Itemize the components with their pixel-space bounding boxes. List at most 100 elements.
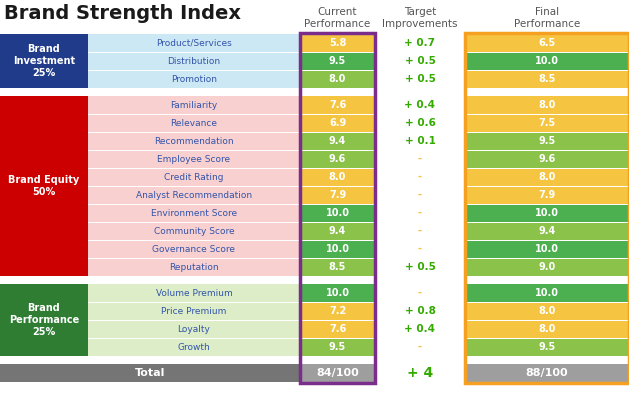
Bar	[88, 338, 300, 356]
Text: Price Premium: Price Premium	[161, 306, 226, 316]
Bar	[300, 70, 375, 88]
Text: 8.0: 8.0	[538, 100, 555, 110]
Text: Relevance: Relevance	[170, 119, 218, 128]
Text: 7.9: 7.9	[329, 190, 346, 200]
Text: + 0.7: + 0.7	[404, 38, 435, 48]
Bar	[465, 240, 629, 241]
Bar	[375, 320, 465, 338]
Bar	[465, 338, 629, 339]
Bar	[88, 258, 300, 259]
Bar	[300, 204, 375, 222]
Bar	[465, 302, 629, 320]
Bar	[465, 168, 629, 169]
Text: Distribution: Distribution	[167, 57, 221, 66]
Text: Target
Improvements: Target Improvements	[382, 7, 458, 29]
Text: Recommendation: Recommendation	[154, 137, 234, 145]
Text: Growth: Growth	[177, 342, 210, 351]
Bar	[465, 204, 629, 222]
Bar	[88, 320, 300, 338]
Bar	[465, 222, 629, 240]
Bar	[300, 96, 375, 114]
Bar	[300, 114, 375, 132]
Bar	[465, 320, 629, 338]
Bar	[300, 33, 375, 383]
Text: Promotion: Promotion	[171, 74, 217, 83]
Bar	[0, 364, 300, 382]
Bar	[465, 338, 629, 356]
Text: -: -	[418, 154, 422, 164]
Bar	[88, 302, 300, 320]
Text: 10.0: 10.0	[535, 244, 559, 254]
Bar	[300, 168, 375, 169]
Text: Brand Strength Index: Brand Strength Index	[4, 4, 241, 23]
Bar	[465, 222, 629, 223]
Bar	[300, 284, 375, 302]
Text: Reputation: Reputation	[169, 263, 219, 271]
Text: 8.0: 8.0	[538, 172, 555, 182]
Bar	[465, 114, 629, 115]
Text: Current
Performance: Current Performance	[304, 7, 370, 29]
Bar	[88, 222, 300, 223]
Bar	[88, 70, 300, 88]
Text: + 0.8: + 0.8	[404, 306, 435, 316]
Text: Loyalty: Loyalty	[177, 325, 211, 334]
Bar	[300, 132, 375, 150]
Text: 10.0: 10.0	[325, 208, 350, 218]
Text: + 0.5: + 0.5	[404, 74, 435, 84]
Text: Product/Services: Product/Services	[156, 38, 232, 47]
Bar	[465, 364, 629, 382]
Bar	[465, 302, 629, 303]
Bar	[465, 114, 629, 132]
Text: Employee Score: Employee Score	[157, 154, 231, 164]
Bar	[300, 34, 375, 52]
Bar	[465, 168, 629, 186]
Text: 10.0: 10.0	[535, 288, 559, 298]
Bar	[465, 132, 629, 150]
Bar	[375, 150, 465, 168]
Bar	[88, 320, 300, 321]
Bar	[0, 276, 629, 284]
Bar	[88, 150, 300, 151]
Bar	[465, 150, 629, 151]
Bar	[375, 222, 465, 240]
Bar	[465, 70, 629, 71]
Text: 8.5: 8.5	[329, 262, 346, 272]
Bar	[465, 52, 629, 70]
Text: + 0.4: + 0.4	[404, 324, 435, 334]
Bar	[88, 132, 300, 133]
Bar	[88, 222, 300, 240]
Text: -: -	[418, 226, 422, 236]
Text: 9.4: 9.4	[329, 136, 346, 146]
Text: 9.0: 9.0	[538, 262, 555, 272]
Bar	[300, 240, 375, 241]
Text: 5.8: 5.8	[329, 38, 346, 48]
Text: -: -	[418, 190, 422, 200]
Bar	[375, 132, 465, 150]
Text: 10.0: 10.0	[325, 288, 350, 298]
Text: Total: Total	[135, 368, 165, 378]
Bar	[465, 96, 629, 114]
Bar	[300, 222, 375, 240]
Bar	[88, 168, 300, 186]
Bar	[465, 150, 629, 168]
Text: Brand
Performance
25%: Brand Performance 25%	[9, 304, 79, 337]
Text: + 0.6: + 0.6	[404, 118, 435, 128]
Bar	[0, 34, 88, 88]
Text: + 0.4: + 0.4	[404, 100, 435, 110]
Bar	[465, 258, 629, 276]
Bar	[465, 34, 629, 52]
Text: -: -	[418, 288, 422, 298]
Text: 9.4: 9.4	[329, 226, 346, 236]
Bar	[0, 284, 88, 356]
Text: 8.0: 8.0	[329, 74, 346, 84]
Text: Environment Score: Environment Score	[151, 209, 237, 218]
Bar	[88, 186, 300, 187]
Bar	[88, 114, 300, 132]
Text: 9.5: 9.5	[329, 56, 346, 66]
Bar	[88, 34, 300, 52]
Bar	[300, 52, 375, 53]
Bar	[88, 204, 300, 205]
Bar	[300, 150, 375, 168]
Text: -: -	[418, 244, 422, 254]
Bar	[300, 302, 375, 303]
